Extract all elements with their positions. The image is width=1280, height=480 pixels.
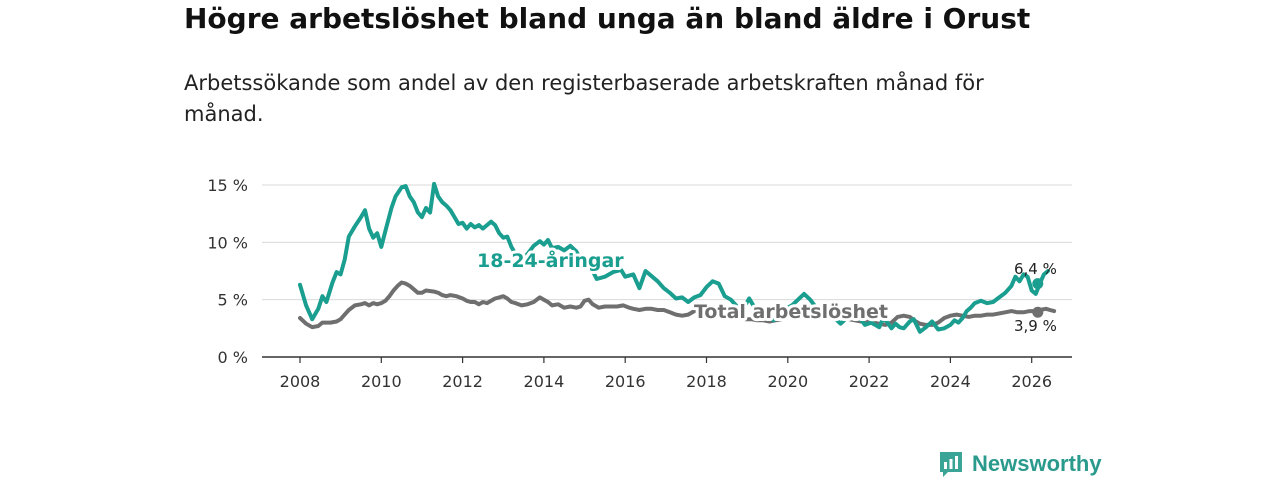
grid-lines [262,184,1072,358]
x-tick-label: 2010 [361,372,402,391]
y-axis: 0 % 5 % 10 % 15 % [207,176,248,367]
y-tick-label: 15 % [207,176,248,195]
youth-series-label-halo: 18-24-åringar [477,248,624,272]
x-tick-label: 2018 [686,372,727,391]
chart-subtitle: Arbetssökande som andel av den registerb… [184,71,984,126]
series-labels: 6,4 %3,9 %18-24-åringar18-24-åringarTota… [474,245,1057,335]
youth-unemployment-line [298,181,1050,334]
brand-logo: Newsworthy [938,450,1102,478]
series-lines [298,181,1057,334]
line-chart: 0 %5 %10 %15 % 2008 2010 2012 2014 2016 2018 2… [207,176,1072,391]
x-tick-label: 2020 [767,372,808,391]
x-tick-label: 2012 [442,372,483,391]
bar-chart-speech-icon [940,452,962,477]
x-tick-label: 2022 [849,372,890,391]
youth-end-label: 6,4 % [1014,260,1057,278]
y-tick-label: 0 % [218,348,248,367]
y-tick-label: 10 % [207,233,248,252]
total-end-label: 3,9 % [1014,317,1057,335]
total-end-marker [1032,306,1044,318]
total-series-label: Total arbetslöshet [694,301,888,323]
youth-series-label: 18-24-åringar [477,248,624,272]
x-tick-label: 2026 [1011,372,1052,391]
total-series-label-halo: Total arbetslöshet [694,301,888,323]
x-tick-label: 2014 [524,372,565,391]
brand-name: Newsworthy [972,451,1102,476]
youth-end-marker [1032,278,1044,290]
chart-title: Högre arbetslöshet bland unga än bland ä… [184,2,1031,35]
x-tick-label: 2008 [280,372,321,391]
x-axis: 2008 2010 2012 2014 2016 2018 2020 2022 2024 2026 [280,357,1052,391]
x-tick-label: 2016 [605,372,646,391]
y-tick-label: 5 % [218,291,248,310]
total-unemployment-line [298,280,1057,330]
x-tick-label: 2024 [930,372,971,391]
